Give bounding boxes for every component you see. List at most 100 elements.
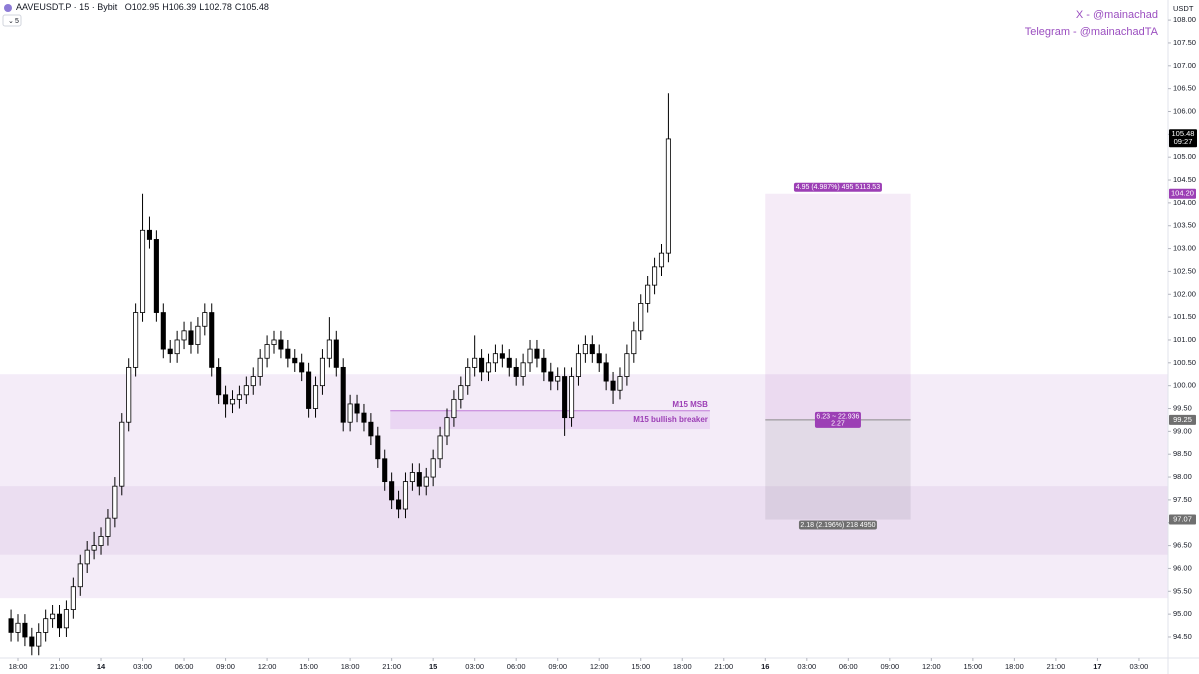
x-tick-label: 18:00 [9, 662, 28, 671]
candle-body [575, 353, 582, 377]
candle-body [126, 366, 132, 423]
y-tick-label: 95.50 [1173, 586, 1192, 595]
candle-body [77, 563, 83, 588]
y-tick-label: 102.00 [1173, 289, 1196, 298]
x-tick-label: 16 [761, 662, 769, 671]
candle-body [133, 312, 139, 368]
candle-body [257, 357, 263, 377]
candle-body [569, 376, 575, 419]
candle-body [499, 353, 505, 359]
breaker-label: M15 bullish breaker [633, 415, 708, 424]
candle-body [430, 458, 436, 478]
y-tick-label: 104.50 [1173, 175, 1196, 184]
x-tick-label: 06:00 [175, 662, 194, 671]
x-tick-label: 03:00 [133, 662, 152, 671]
candle-body [665, 138, 671, 254]
candle-body [548, 371, 554, 382]
candle-body [437, 435, 443, 460]
entry-label: 6.23 ~ 22.936 [816, 413, 859, 420]
candle-body [223, 394, 229, 405]
price-tag-label: 97.07 [1173, 515, 1192, 524]
candle-body [652, 266, 658, 286]
x-tick-label: 15 [429, 662, 437, 671]
candle-body [174, 339, 180, 355]
y-tick-label: 107.00 [1173, 61, 1196, 70]
timeframe-button[interactable] [2, 14, 22, 27]
candle-body [610, 380, 616, 391]
x-tick-label: 09:00 [216, 662, 235, 671]
y-tick-label: 96.00 [1173, 563, 1192, 572]
target-area [765, 193, 911, 420]
y-tick-label: 101.00 [1173, 335, 1196, 344]
target-label: 4.95 (4.987%) 495 5113.53 [796, 184, 880, 191]
candle-body [202, 312, 208, 327]
y-tick-label: 94.50 [1173, 632, 1192, 641]
x-tick-label: 18:00 [673, 662, 692, 671]
x-tick-label: 21:00 [382, 662, 401, 671]
x-tick-label: 15:00 [963, 662, 982, 671]
candle-body [368, 421, 374, 437]
candle-body [375, 435, 381, 460]
candle-body [312, 385, 319, 409]
zone [0, 486, 1168, 555]
ohlc-label: H [162, 2, 169, 12]
y-tick-label: 102.50 [1173, 266, 1196, 275]
candle-body [292, 357, 298, 364]
ohlc-label: L [199, 2, 204, 12]
candle-body [382, 458, 388, 483]
candle-body [340, 366, 346, 423]
candle-body [56, 613, 63, 629]
candle-body [63, 609, 69, 629]
x-tick-label: 17 [1093, 662, 1101, 671]
candle-body [658, 252, 665, 268]
candle-body [631, 330, 637, 355]
candle-body [98, 536, 104, 546]
symbol-header: AAVEUSDT.P · 15 · Bybit O102.95 H106.39 L1… [16, 2, 269, 12]
entry-label: 2.27 [831, 420, 845, 427]
candle-body [271, 339, 277, 345]
stop-area [765, 419, 911, 520]
candle-body [458, 385, 464, 400]
x-tick-label: 03:00 [797, 662, 816, 671]
candle-body [389, 481, 395, 501]
y-tick-label: 106.50 [1173, 84, 1196, 93]
y-tick-label: 100.00 [1173, 381, 1196, 390]
timeframe-chevron: ⌄ [8, 18, 14, 25]
candle-body [645, 284, 651, 304]
candle-body [84, 549, 90, 565]
candle-body [243, 385, 249, 396]
y-tick-label: 103.50 [1173, 221, 1196, 230]
candle-body [8, 618, 14, 633]
y-tick-label: 107.50 [1173, 38, 1196, 47]
x-tick-label: 12:00 [590, 662, 609, 671]
y-tick-label: 97.50 [1173, 495, 1192, 504]
candle-body [91, 545, 97, 551]
last-price-tag [1169, 129, 1197, 148]
candle-body [105, 517, 111, 537]
x-tick-label: 21:00 [714, 662, 733, 671]
ohlc-value: 106.39 [169, 2, 197, 12]
candle-body [229, 398, 236, 405]
candle-body [479, 357, 485, 373]
candle-body [520, 362, 526, 377]
currency-label: USDT [1173, 4, 1194, 13]
candle-body [15, 622, 21, 633]
candle-body [306, 371, 312, 409]
countdown-label: 09:27 [1174, 137, 1193, 146]
candle-body [485, 362, 492, 373]
last-price-label: 105.48 [1172, 129, 1195, 138]
candle-body [36, 632, 42, 647]
price-tag [1169, 188, 1196, 199]
candle-body [596, 353, 602, 364]
x-tick-label: 09:00 [548, 662, 567, 671]
candle-body [444, 417, 450, 437]
candle-body [50, 613, 56, 620]
candle-body [582, 344, 588, 355]
candle-body [216, 366, 222, 396]
candle-body [638, 303, 644, 332]
y-tick-label: 98.50 [1173, 449, 1192, 458]
candle-body [409, 472, 415, 483]
symbol-icon [4, 4, 12, 12]
candle-body [513, 366, 519, 377]
